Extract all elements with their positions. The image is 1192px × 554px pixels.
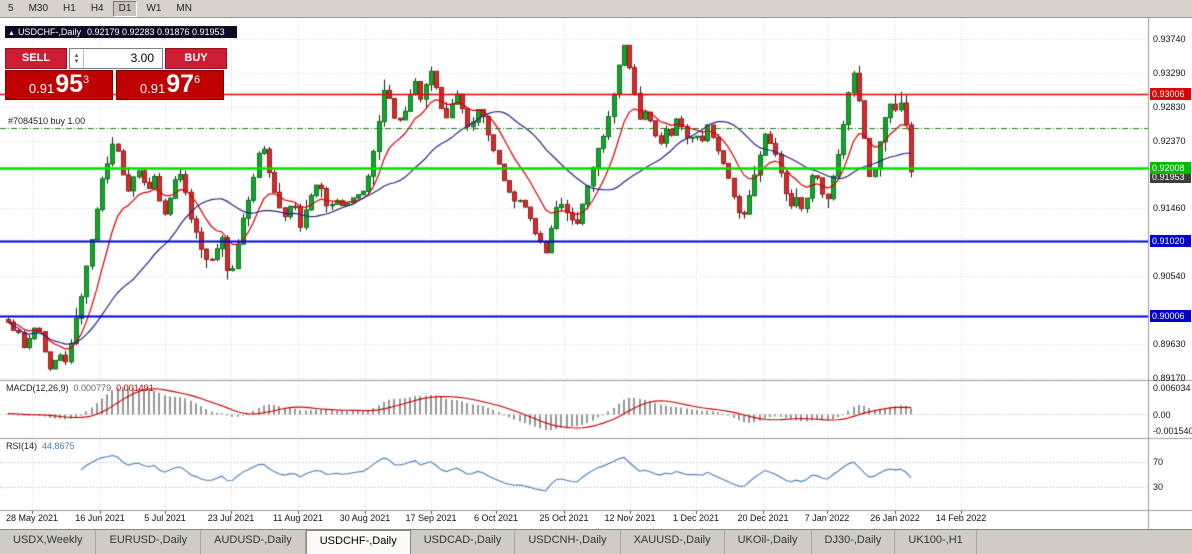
chart-tab-eurusd-daily[interactable]: EURUSD-,Daily: [96, 530, 202, 554]
chart-title-bar: ▲ USDCHF-,Daily 0.92179 0.92283 0.91876 0.…: [5, 26, 237, 38]
price-axis-label: 70: [1153, 456, 1164, 467]
timeframe-button-mn[interactable]: MN: [176, 2, 192, 14]
volume-value: 3.00: [130, 51, 154, 65]
price-axis-label: 0.006034: [1153, 383, 1191, 393]
date-axis-label: 28 May 2021: [5, 513, 59, 523]
date-axis-label: 25 Oct 2021: [539, 513, 589, 523]
buy-price-prefix: 0.91: [139, 81, 166, 96]
price-axis-label: 0.00: [1153, 409, 1171, 420]
level-price-badge: 0.92008: [1150, 161, 1191, 174]
sell-price-display[interactable]: 0.91 95 3: [5, 70, 113, 100]
chart-tab-xauusd-daily[interactable]: XAUUSD-,Daily: [621, 530, 725, 554]
spinner-up-icon[interactable]: ▲: [73, 52, 80, 59]
timeframe-button-d1[interactable]: D1: [112, 0, 138, 17]
collapse-triangle-icon[interactable]: ▲: [8, 30, 15, 37]
current-price-badge: 0.91953: [1150, 170, 1191, 183]
price-axis: 0.93740 0.93290 0.92830 0.92370 0.91460 0.905…: [1150, 18, 1192, 529]
sell-button[interactable]: SELL: [5, 48, 67, 69]
sell-price-pip: 3: [83, 74, 90, 86]
date-axis-label: 12 Nov 2021: [604, 513, 656, 523]
timeframe-toolbar: 5 M30 H1 H4 D1 W1 MN: [0, 0, 1192, 18]
price-axis-label: 0.91460: [1153, 203, 1186, 214]
level-price-badge: 0.91020: [1150, 234, 1191, 247]
rsi-indicator-label: RSI(14) 44.8675: [6, 441, 75, 451]
price-axis-label: 0.90540: [1153, 271, 1186, 282]
chart-tab-audusd-daily[interactable]: AUDUSD-,Daily: [201, 530, 306, 554]
spinner-down-icon[interactable]: ▼: [73, 58, 80, 65]
buy-button[interactable]: BUY: [165, 48, 227, 69]
date-axis-label: 7 Jan 2022: [804, 513, 850, 523]
timeframe-button-w1[interactable]: W1: [146, 2, 162, 14]
timeframe-button-m30[interactable]: M30: [28, 2, 49, 14]
timeframe-button-h4[interactable]: H4: [90, 2, 104, 14]
price-axis-label: 0.89170: [1153, 372, 1186, 383]
chart-tab-usdx-weekly[interactable]: USDX,Weekly: [0, 530, 97, 554]
date-axis-label: 30 Aug 2021: [339, 513, 391, 523]
price-axis-label: 0.89630: [1153, 338, 1186, 349]
price-axis-label: -0.001540: [1153, 426, 1192, 436]
date-axis-label: 6 Oct 2021: [473, 513, 519, 523]
date-axis-label: 1 Dec 2021: [672, 513, 720, 523]
price-axis-label: 0.92370: [1153, 135, 1186, 146]
open-position-label: #7084510 buy 1.00: [8, 116, 86, 126]
volume-spinner[interactable]: ▲ ▼: [70, 49, 84, 68]
price-axis-label: 0.93290: [1153, 67, 1186, 78]
ohlc-values: 0.92179 0.92283 0.91876 0.91953: [86, 27, 225, 37]
date-axis-label: 5 Jul 2021: [144, 513, 186, 523]
buy-price-display[interactable]: 0.91 97 6: [116, 70, 224, 100]
chart-tab-uk100-h1[interactable]: UK100-,H1: [895, 530, 977, 554]
price-axis-label: 0.93740: [1153, 34, 1186, 45]
timeframe-button-5[interactable]: 5: [8, 2, 14, 14]
price-axis-label: 30: [1153, 482, 1164, 493]
price-axis-label: 0.92830: [1153, 101, 1186, 112]
chart-tab-ukoil-daily[interactable]: UKOil-,Daily: [725, 530, 812, 554]
date-axis-label: 23 Jul 2021: [207, 513, 255, 523]
buy-price-pip: 6: [194, 74, 201, 86]
rsi-name: RSI(14): [6, 441, 38, 451]
date-axis-label: 16 Jun 2021: [75, 513, 125, 523]
macd-indicator-label: MACD(12,26,9) 0.000779 0.001491: [6, 383, 154, 393]
macd-value-1: 0.000779: [73, 383, 112, 393]
date-axis-label: 11 Aug 2021: [273, 513, 323, 523]
chart-tab-dj30-daily[interactable]: DJ30-,Daily: [812, 530, 896, 554]
one-click-trade-widget: ▲ USDCHF-,Daily 0.92179 0.92283 0.91876 0.…: [5, 26, 237, 100]
macd-name: MACD(12,26,9): [6, 383, 69, 393]
level-price-badge: 0.93006: [1150, 87, 1191, 100]
chart-tab-usdcad-daily[interactable]: USDCAD-,Daily: [411, 530, 516, 554]
volume-input[interactable]: ▲ ▼ 3.00: [69, 48, 163, 69]
date-axis-label: 20 Dec 2021: [737, 513, 789, 523]
chart-tabs-bar: USDX,Weekly EURUSD-,Daily AUDUSD-,Daily USD…: [0, 529, 1192, 554]
date-axis-label: 26 Jan 2022: [870, 513, 920, 523]
buy-price-big: 97: [166, 70, 194, 98]
macd-value-2: 0.001491: [116, 383, 154, 393]
rsi-value: 44.8675: [42, 441, 75, 451]
chart-tab-usdchf-daily[interactable]: USDCHF-,Daily: [305, 530, 411, 554]
level-price-badge: 0.90006: [1150, 309, 1191, 322]
chart-tab-usdcnh-daily[interactable]: USDCNH-,Daily: [515, 530, 621, 554]
date-axis: 28 May 2021 16 Jun 2021 5 Jul 2021 23 Jul 2…: [0, 513, 1148, 528]
date-axis-label: 17 Sep 2021: [405, 513, 457, 523]
sell-price-prefix: 0.91: [28, 81, 55, 96]
sell-price-big: 95: [55, 70, 83, 98]
timeframe-button-h1[interactable]: H1: [63, 2, 76, 14]
chart-title: USDCHF-,Daily: [17, 27, 81, 37]
date-axis-label: 14 Feb 2022: [935, 513, 987, 523]
